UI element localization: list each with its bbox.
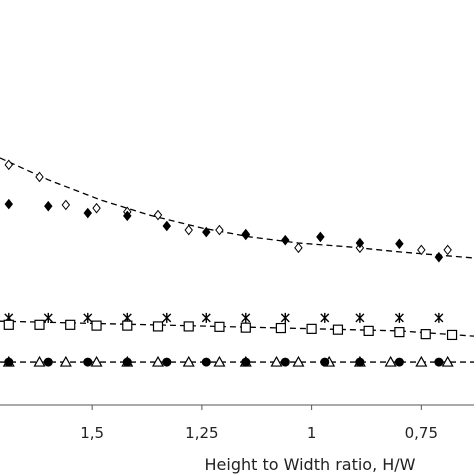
triangle-marker	[90, 355, 103, 367]
square-marker	[91, 320, 102, 331]
diamond-marker	[294, 242, 303, 254]
square-marker	[183, 321, 194, 332]
star-marker	[83, 312, 93, 323]
circle-marker	[201, 357, 211, 367]
triangle-marker	[182, 355, 195, 367]
square-marker	[65, 319, 76, 330]
diamond-marker	[241, 228, 251, 240]
triangle-marker	[441, 355, 454, 367]
square-marker	[34, 319, 45, 330]
star-marker	[355, 312, 365, 323]
circle-marker	[394, 357, 404, 367]
star-marker	[394, 312, 404, 323]
triangle-marker	[415, 355, 428, 367]
circle-marker	[434, 357, 444, 367]
square-marker	[446, 329, 458, 341]
triangle-marker	[270, 355, 283, 367]
fit-line	[0, 157, 474, 259]
star-marker	[280, 312, 290, 323]
diamond-marker	[202, 226, 211, 238]
circle-marker	[83, 357, 93, 367]
square-marker	[332, 324, 344, 335]
x-tick-label: 0,75	[405, 424, 438, 442]
diamond-marker	[153, 209, 163, 221]
circle-marker	[162, 357, 172, 367]
square-marker	[275, 322, 286, 334]
square-marker	[363, 325, 374, 336]
triangle-marker	[213, 355, 226, 367]
square-marker	[420, 329, 431, 340]
triangle-marker	[151, 355, 165, 367]
diamond-marker	[281, 234, 290, 246]
square-marker	[3, 319, 14, 330]
diamond-marker	[4, 159, 14, 171]
x-tick-label: 1	[307, 424, 317, 442]
diamond-marker	[61, 199, 71, 211]
diamond-marker	[92, 202, 101, 214]
diamond-marker	[316, 231, 325, 243]
circle-marker	[4, 357, 14, 367]
circle-marker	[355, 357, 365, 367]
diamond-marker	[184, 224, 193, 236]
diamond-marker	[215, 224, 224, 236]
diamond-marker	[123, 210, 132, 222]
square-marker	[240, 322, 251, 333]
triangle-marker	[59, 355, 72, 367]
star-marker	[320, 312, 330, 323]
diamond-marker	[355, 237, 365, 249]
diamond-marker	[417, 244, 426, 256]
star-marker	[43, 312, 53, 323]
circle-marker	[280, 357, 290, 367]
circle-marker	[241, 357, 251, 367]
circle-marker	[43, 357, 53, 367]
diamond-marker	[443, 244, 452, 256]
diamond-marker	[395, 238, 404, 250]
diamond-marker	[434, 251, 444, 263]
square-marker	[122, 320, 133, 331]
square-marker	[306, 323, 317, 334]
diamond-marker	[83, 207, 93, 219]
x-tick-label: 1,25	[185, 424, 218, 442]
square-marker	[214, 321, 225, 332]
star-marker	[162, 312, 172, 323]
star-marker	[434, 312, 444, 323]
diamond-marker	[35, 171, 44, 183]
x-tick-label: 1,5	[80, 424, 104, 442]
star-marker	[201, 312, 211, 323]
circle-marker	[320, 357, 330, 367]
x-axis-label: Height to Width ratio, H/W	[205, 455, 416, 474]
circle-marker	[122, 357, 132, 367]
triangle-marker	[292, 355, 305, 367]
triangle-marker	[384, 355, 397, 367]
diamond-marker	[162, 220, 172, 232]
triangle-marker	[33, 355, 46, 367]
diamond-marker	[44, 200, 53, 212]
star-marker	[241, 312, 251, 323]
diamond-marker	[4, 198, 14, 210]
square-marker	[394, 327, 405, 338]
square-marker	[152, 321, 164, 332]
